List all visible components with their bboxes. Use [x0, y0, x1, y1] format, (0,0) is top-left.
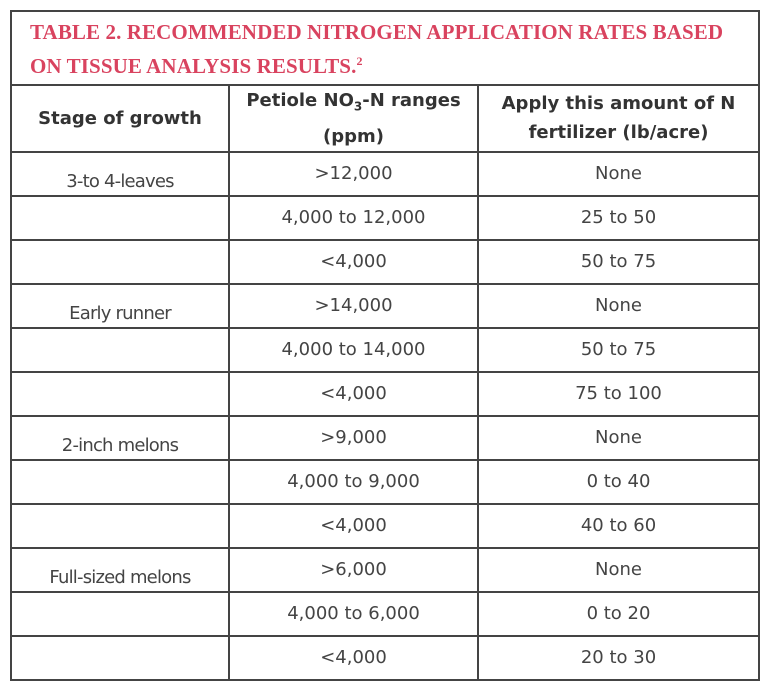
table-row: <4,000 20 to 30: [12, 634, 758, 679]
empty-cell: [12, 458, 230, 505]
table-cell: <4,000: [228, 370, 479, 417]
table-card: TABLE 2. RECOMMENDED NITROGEN APPLICATIO…: [10, 10, 760, 681]
table-row: 4,000 to 9,000 0 to 40: [12, 458, 758, 505]
table: Stage of growth Petiole NO3-N ranges (ppm…: [12, 86, 758, 679]
table-cell: 50 to 75: [477, 326, 758, 373]
empty-cell: [12, 326, 230, 373]
table-cell: 4,000 to 9,000: [228, 458, 479, 505]
empty-cell: [12, 502, 230, 549]
header-row: Stage of growth Petiole NO3-N ranges (ppm…: [12, 86, 758, 153]
empty-cell: [12, 194, 230, 241]
table-title-box: TABLE 2. RECOMMENDED NITROGEN APPLICATIO…: [12, 12, 758, 86]
table-row: 4,000 to 14,000 50 to 75: [12, 326, 758, 373]
header-cell: Stage of growth: [12, 86, 230, 153]
table-cell: None: [477, 414, 758, 461]
table-title: TABLE 2. RECOMMENDED NITROGEN APPLICATIO…: [30, 20, 724, 78]
table-cell: 2-inch melons: [12, 414, 230, 461]
table-cell: 40 to 60: [477, 502, 758, 549]
table-cell: 20 to 30: [477, 634, 758, 679]
header-text: -N ranges (ppm): [323, 90, 461, 147]
table-row: <4,000 50 to 75: [12, 238, 758, 285]
table-cell: 50 to 75: [477, 238, 758, 285]
table-cell: 75 to 100: [477, 370, 758, 417]
table-cell: 3-to 4-leaves: [12, 151, 230, 197]
table-cell: 0 to 40: [477, 458, 758, 505]
table-cell: <4,000: [228, 634, 479, 679]
header-text: 3: [353, 99, 363, 114]
table-cell: >12,000: [228, 151, 479, 197]
table-cell: None: [477, 151, 758, 197]
table-row: 4,000 to 12,000 25 to 50: [12, 194, 758, 241]
table-row: 2-inch melons >9,000 None: [12, 414, 758, 461]
title-footnote: 2: [356, 54, 363, 68]
table-cell: >14,000: [228, 282, 479, 329]
table-cell: <4,000: [228, 502, 479, 549]
empty-cell: [12, 634, 230, 679]
table-cell: 25 to 50: [477, 194, 758, 241]
table-cell: Full-sized melons: [12, 546, 230, 593]
table-cell: <4,000: [228, 238, 479, 285]
header-cell: Petiole NO3-N ranges (ppm): [228, 86, 479, 153]
table-cell: None: [477, 546, 758, 593]
table-row: <4,000 75 to 100: [12, 370, 758, 417]
table-cell: None: [477, 282, 758, 329]
table-cell: Early runner: [12, 282, 230, 329]
table-row: <4,000 40 to 60: [12, 502, 758, 549]
table-row: Full-sized melons >6,000 None: [12, 546, 758, 593]
table-row: 3-to 4-leaves >12,000 None: [12, 151, 758, 197]
table-cell: 4,000 to 12,000: [228, 194, 479, 241]
table-cell: >9,000: [228, 414, 479, 461]
empty-cell: [12, 238, 230, 285]
table-row: Early runner >14,000 None: [12, 282, 758, 329]
empty-cell: [12, 590, 230, 637]
header-cell: Apply this amount of N fertilizer (lb/ac…: [477, 86, 758, 153]
table-cell: >6,000: [228, 546, 479, 593]
table-row: 4,000 to 6,000 0 to 20: [12, 590, 758, 637]
table-cell: 4,000 to 14,000: [228, 326, 479, 373]
table-cell: 0 to 20: [477, 590, 758, 637]
table-cell: 4,000 to 6,000: [228, 590, 479, 637]
empty-cell: [12, 370, 230, 417]
header-text: Petiole NO: [246, 90, 354, 111]
